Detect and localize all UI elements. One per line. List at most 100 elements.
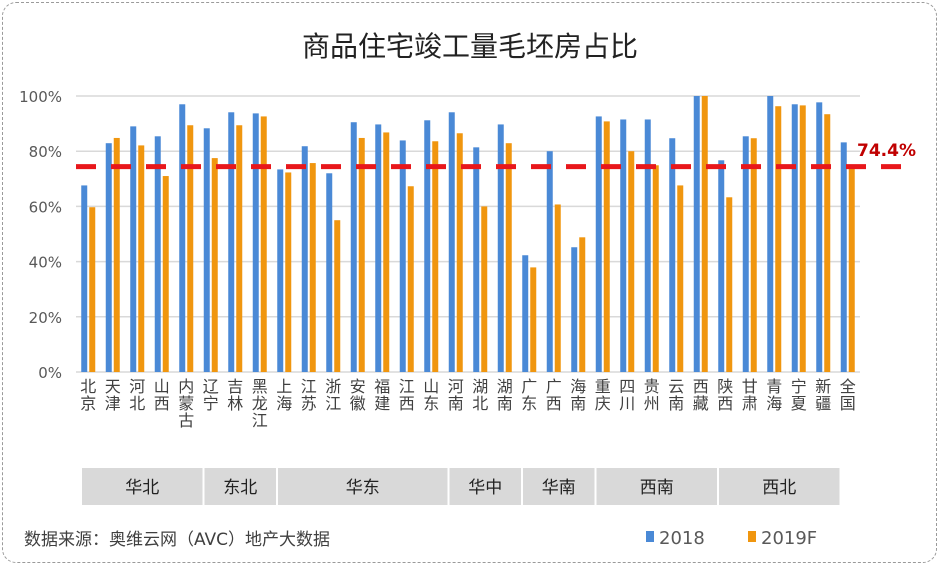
x-tick-label-char: 甘 bbox=[742, 377, 758, 396]
x-tick-label-char: 肃 bbox=[742, 394, 758, 413]
x-tick-label-char: 青 bbox=[766, 377, 782, 396]
bar-2018-黑龙江 bbox=[252, 113, 259, 372]
group-cell-华南 bbox=[523, 468, 595, 505]
group-label: 华南 bbox=[542, 478, 576, 498]
x-tick-label-char: 福 bbox=[374, 377, 390, 396]
x-tick-label-char: 京 bbox=[80, 394, 96, 413]
bar-2018-北京 bbox=[81, 185, 88, 372]
x-tick-label-char: 四 bbox=[619, 377, 635, 396]
bar-2018-山东 bbox=[424, 120, 431, 373]
x-tick-label-char: 海 bbox=[570, 377, 586, 396]
x-tick-label-char: 陕 bbox=[717, 377, 733, 396]
bar-2019F-北京 bbox=[89, 207, 96, 372]
bar-2018-湖北 bbox=[473, 147, 480, 372]
x-tick-label-char: 江 bbox=[325, 394, 341, 413]
bar-2018-重庆 bbox=[595, 116, 602, 372]
x-tick-label-char: 山 bbox=[154, 377, 170, 396]
bar-2019F-山西 bbox=[162, 176, 169, 372]
x-tick-label-char: 蒙 bbox=[178, 394, 194, 413]
x-tick-label-char: 贵 bbox=[644, 377, 660, 396]
bar-2019F-山东 bbox=[432, 141, 439, 372]
x-tick-label-char: 川 bbox=[619, 394, 635, 413]
x-tick-label-char: 海 bbox=[766, 394, 782, 413]
bar-2019F-全国 bbox=[848, 166, 855, 372]
x-tick-label-char: 苏 bbox=[301, 394, 317, 413]
group-cell-东北 bbox=[204, 468, 276, 505]
x-tick-label-char: 全 bbox=[840, 377, 856, 396]
legend-swatch-2018 bbox=[646, 531, 654, 542]
group-cell-华中 bbox=[449, 468, 521, 505]
group-label: 华北 bbox=[125, 478, 159, 498]
bar-2019F-天津 bbox=[113, 137, 120, 372]
x-tick-label-char: 河 bbox=[448, 377, 464, 396]
x-tick-label-char: 徽 bbox=[350, 394, 366, 413]
x-tick-label-char: 北 bbox=[129, 394, 145, 413]
x-tick-label-char: 湖 bbox=[497, 377, 513, 396]
group-cell-西南 bbox=[596, 468, 717, 505]
x-tick-label-char: 江 bbox=[399, 377, 415, 396]
x-tick-label-char: 龙 bbox=[252, 394, 268, 413]
source-note: 数据来源：奥维云网（AVC）地产大数据 bbox=[24, 530, 330, 550]
x-tick-label-char: 黑 bbox=[252, 377, 268, 396]
bar-2018-浙江 bbox=[326, 173, 333, 372]
bar-2018-全国 bbox=[840, 142, 847, 372]
bar-2019F-福建 bbox=[383, 132, 390, 372]
bar-2018-青海 bbox=[767, 96, 774, 372]
bar-2019F-重庆 bbox=[603, 121, 610, 372]
bar-2019F-湖北 bbox=[481, 206, 488, 372]
x-tick-label-char: 内 bbox=[178, 377, 194, 396]
y-tick-label: 80% bbox=[29, 143, 62, 161]
legend-label: 2018 bbox=[659, 528, 705, 549]
bar-2019F-浙江 bbox=[334, 220, 341, 372]
bar-2018-吉林 bbox=[228, 112, 235, 372]
x-tick-label-char: 古 bbox=[178, 411, 194, 430]
bar-2019F-广东 bbox=[530, 267, 537, 372]
bar-2019F-上海 bbox=[285, 172, 292, 372]
y-tick-label: 40% bbox=[29, 254, 62, 272]
bar-2018-宁夏 bbox=[791, 104, 798, 372]
x-tick-label-char: 宁 bbox=[791, 377, 807, 396]
group-label: 华中 bbox=[468, 478, 502, 498]
x-tick-label-char: 新 bbox=[815, 377, 831, 396]
x-tick-label-char: 西 bbox=[717, 394, 733, 413]
bar-2019F-西藏 bbox=[701, 96, 708, 372]
bar-2018-陕西 bbox=[718, 160, 725, 372]
y-tick-label: 20% bbox=[29, 309, 62, 327]
x-tick-label-char: 南 bbox=[497, 394, 513, 413]
x-tick-label-char: 藏 bbox=[693, 394, 709, 413]
bar-2019F-陕西 bbox=[726, 197, 733, 372]
bar-2019F-内蒙古 bbox=[187, 125, 194, 372]
x-tick-label-char: 辽 bbox=[203, 377, 219, 396]
x-tick-label-char: 夏 bbox=[791, 394, 807, 413]
x-tick-label-char: 江 bbox=[301, 377, 317, 396]
x-tick-label-char: 西 bbox=[154, 394, 170, 413]
group-label: 东北 bbox=[223, 478, 257, 498]
group-cell-华北 bbox=[82, 468, 203, 505]
x-tick-label-char: 林 bbox=[227, 394, 243, 413]
bar-2018-福建 bbox=[375, 124, 382, 372]
x-tick-label-char: 海 bbox=[276, 394, 292, 413]
bar-2019F-甘肃 bbox=[750, 138, 757, 372]
x-tick-label-char: 南 bbox=[448, 394, 464, 413]
x-tick-label-char: 西 bbox=[693, 377, 709, 396]
x-tick-label-char: 吉 bbox=[227, 377, 243, 396]
group-label: 西南 bbox=[640, 478, 674, 498]
x-tick-label-char: 广 bbox=[521, 377, 537, 396]
bar-2019F-安徽 bbox=[358, 137, 365, 372]
x-tick-label-char: 国 bbox=[840, 394, 856, 413]
x-tick-label-char: 上 bbox=[276, 377, 292, 396]
bar-2018-广西 bbox=[546, 151, 553, 372]
x-tick-label-char: 疆 bbox=[815, 394, 831, 413]
bar-2018-贵州 bbox=[644, 119, 651, 373]
bar-2018-河南 bbox=[448, 112, 455, 372]
y-tick-label: 0% bbox=[38, 364, 62, 382]
x-tick-label-char: 津 bbox=[105, 394, 121, 413]
legend-label: 2019F bbox=[761, 528, 817, 549]
bar-2019F-贵州 bbox=[652, 165, 659, 372]
y-tick-label: 100% bbox=[19, 88, 62, 106]
bar-2019F-黑龙江 bbox=[260, 116, 267, 372]
x-tick-label-char: 浙 bbox=[325, 377, 341, 396]
group-label: 华东 bbox=[346, 478, 380, 498]
